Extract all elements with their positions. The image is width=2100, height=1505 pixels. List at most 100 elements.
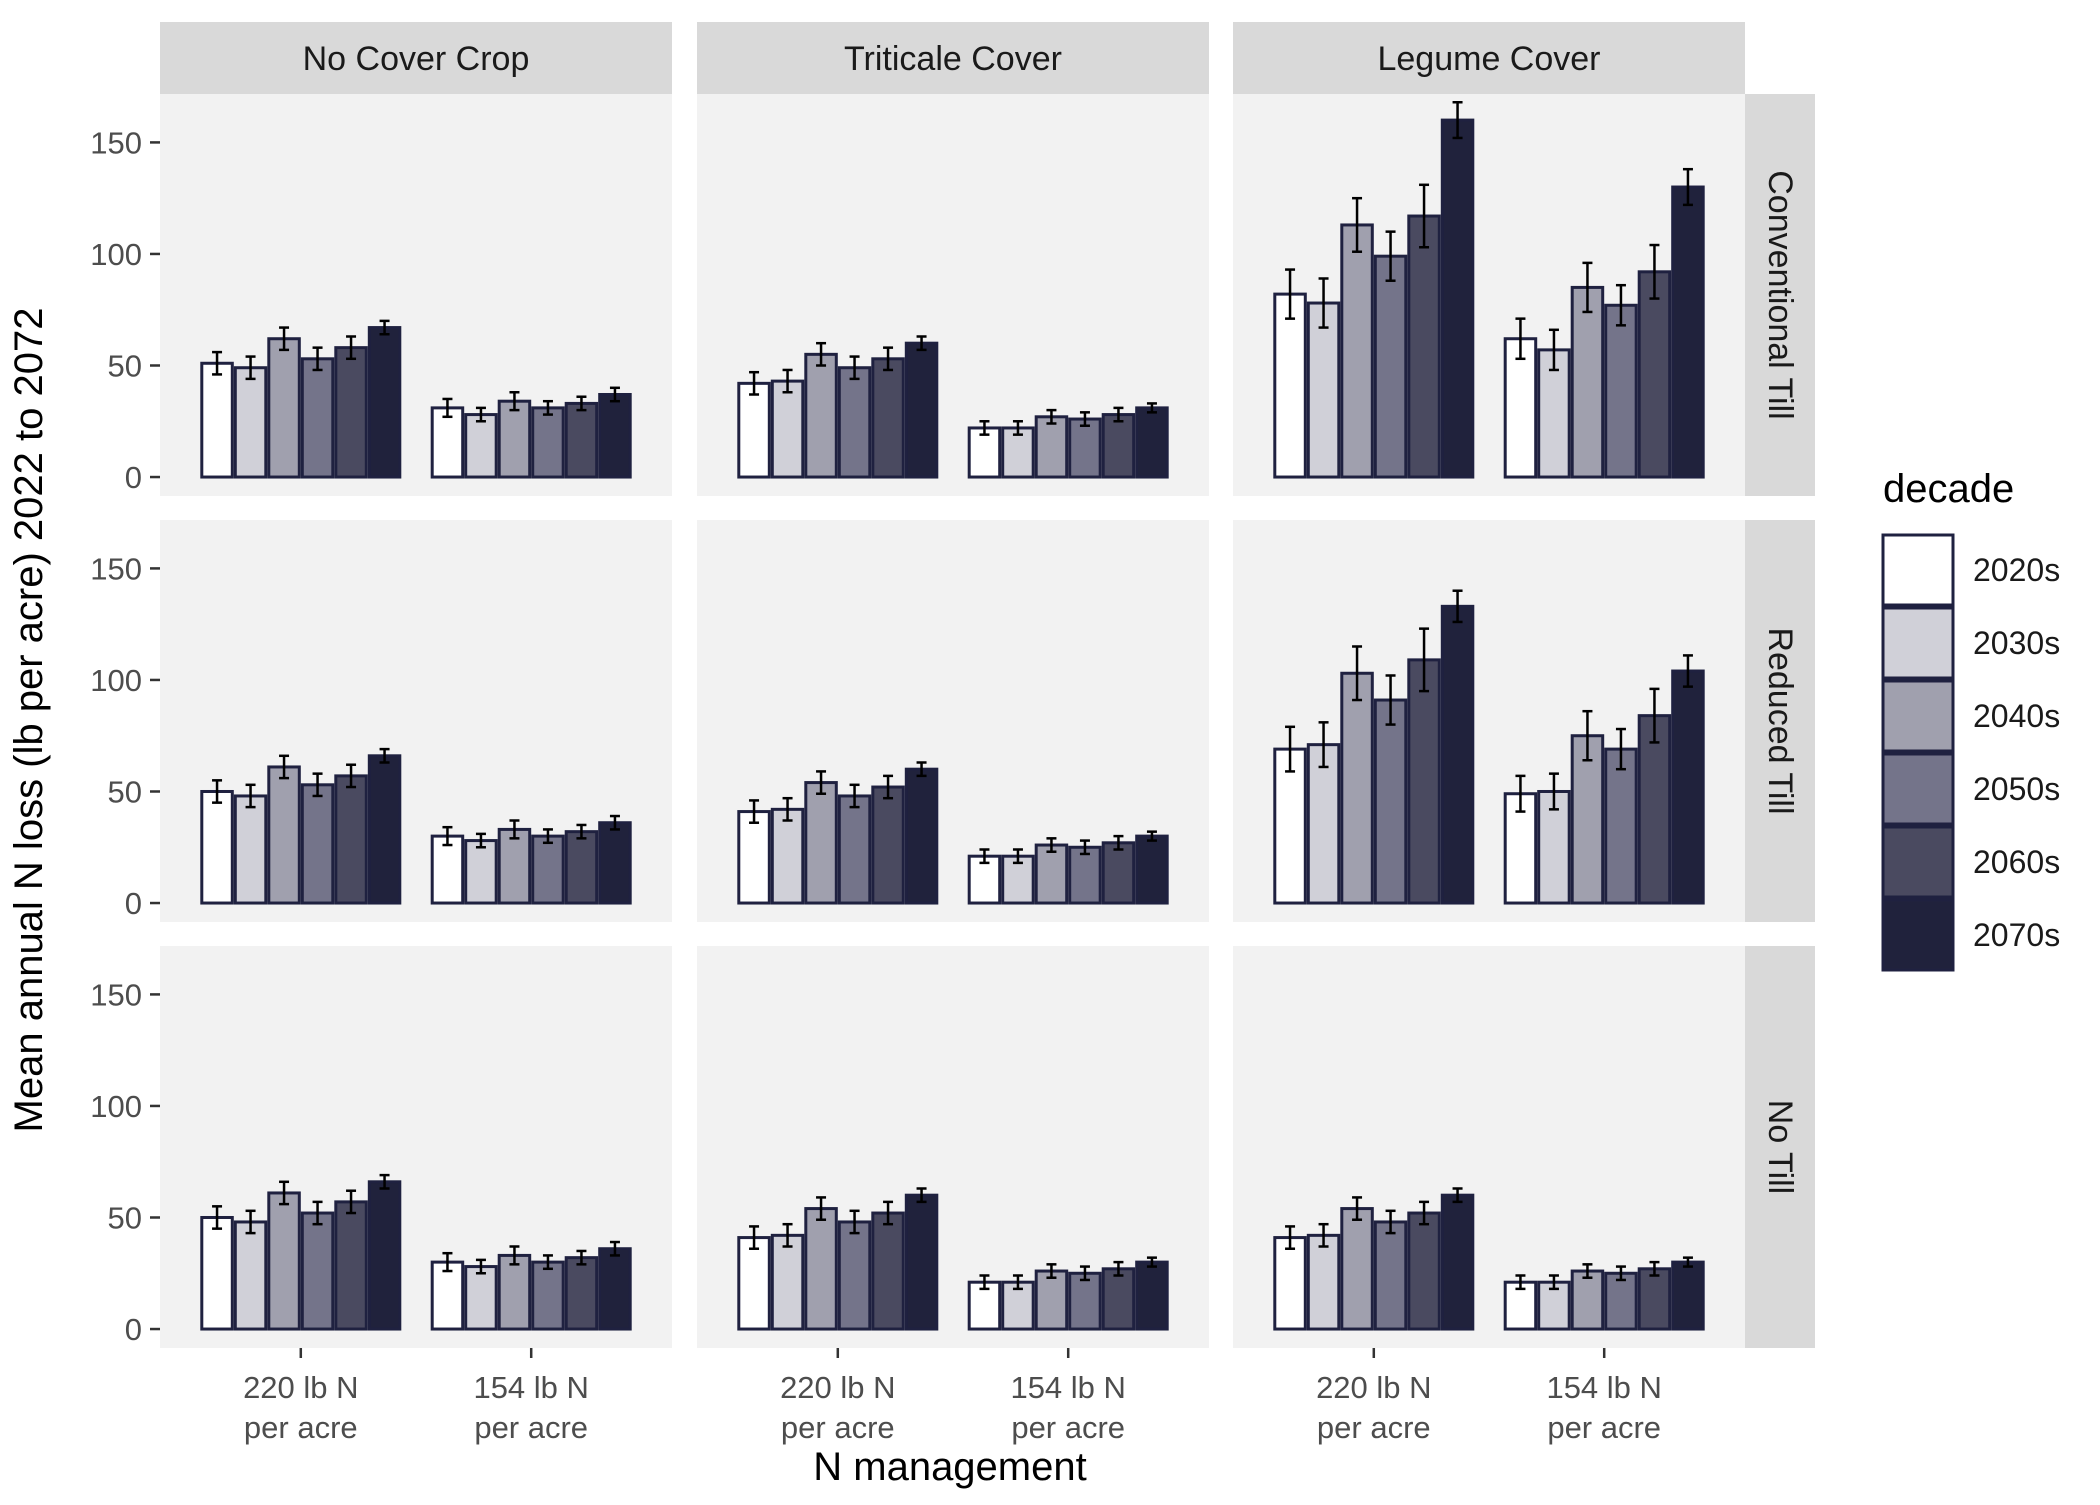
bar-reduced-till-legume-cover-2050s: [1604, 747, 1638, 905]
bar-no-till-triticale-cover-2020s: [737, 1236, 771, 1331]
bar-conventional-till-legume-cover-2050s: [1604, 303, 1638, 479]
bar-no-till-triticale-cover-2070s: [904, 1193, 939, 1331]
y-tick-label: 50: [108, 348, 142, 383]
bar-no-till-triticale-cover-2050s: [837, 1220, 872, 1331]
bar-no-till-no-cover-crop-2050s: [531, 1260, 565, 1331]
y-axis-title: Mean annual N loss (lb per acre) 2022 to…: [7, 308, 51, 1133]
x-tick-label: per acre: [781, 1410, 895, 1445]
col-strip-legume-cover: [1233, 22, 1745, 94]
row-strip-label-conventional-till: Conventional Till: [1761, 170, 1799, 419]
x-axis-title: N management: [813, 1445, 1086, 1489]
bar-no-till-legume-cover-2060s: [1407, 1211, 1441, 1331]
bar-conventional-till-legume-cover-2020s: [1503, 337, 1538, 479]
x-tick-label: 154 lb N: [1010, 1370, 1125, 1405]
bar-conventional-till-no-cover-crop-2060s: [564, 401, 599, 479]
bar-no-till-legume-cover-2060s: [1637, 1267, 1672, 1331]
bar-conventional-till-triticale-cover-2060s: [1101, 413, 1136, 479]
bar-reduced-till-no-cover-crop-2060s: [334, 774, 368, 905]
bar-no-till-no-cover-crop-2030s: [464, 1265, 498, 1331]
bar-no-till-triticale-cover-2040s: [1034, 1269, 1069, 1331]
bar-no-till-no-cover-crop-2050s: [300, 1211, 335, 1331]
bar-no-till-legume-cover-2050s: [1604, 1271, 1638, 1331]
panel-backgrounds: [160, 94, 1745, 1348]
x-tick-label: per acre: [1547, 1410, 1661, 1445]
bar-reduced-till-legume-cover-2060s: [1407, 658, 1441, 905]
x-tick-label: per acre: [474, 1410, 588, 1445]
bar-reduced-till-legume-cover-2070s: [1671, 669, 1705, 905]
bar-reduced-till-no-cover-crop-2040s: [497, 827, 532, 905]
bar-conventional-till-no-cover-crop-2070s: [598, 392, 632, 479]
bar-conventional-till-no-cover-crop-2020s: [430, 406, 465, 479]
bar-reduced-till-triticale-cover-2040s: [804, 781, 838, 905]
bar-no-till-legume-cover-2020s: [1273, 1236, 1307, 1331]
bar-reduced-till-no-cover-crop-2070s: [598, 821, 632, 905]
y-tick-label: 50: [108, 774, 142, 809]
legend-label-2050s: 2050s: [1973, 771, 2060, 807]
bar-no-till-no-cover-crop-2060s: [564, 1256, 599, 1331]
bar-reduced-till-no-cover-crop-2050s: [531, 834, 565, 905]
legend-key-2060s: [1881, 825, 1955, 899]
bar-conventional-till-legume-cover-2070s: [1440, 118, 1475, 479]
bar-no-till-legume-cover-2050s: [1373, 1220, 1408, 1331]
y-tick-label: 150: [90, 977, 142, 1012]
bar-reduced-till-triticale-cover-2020s: [737, 810, 771, 905]
bar-conventional-till-no-cover-crop-2030s: [233, 366, 268, 479]
bar-reduced-till-triticale-cover-2050s: [837, 794, 872, 905]
bar-reduced-till-triticale-cover-2070s: [904, 767, 939, 905]
y-tick-label: 50: [108, 1200, 142, 1235]
bar-reduced-till-triticale-cover-2040s: [1034, 843, 1069, 905]
bar-reduced-till-no-cover-crop-2070s: [367, 754, 402, 905]
bar-reduced-till-no-cover-crop-2050s: [300, 783, 335, 905]
bar-conventional-till-legume-cover-2070s: [1671, 185, 1705, 479]
col-strip-label-triticale-cover: Triticale Cover: [844, 40, 1062, 78]
bar-no-till-no-cover-crop-2020s: [200, 1215, 234, 1331]
bar-conventional-till-legume-cover-2060s: [1637, 270, 1672, 479]
x-tick-label: 154 lb N: [473, 1370, 588, 1405]
bar-conventional-till-legume-cover-2040s: [1570, 285, 1605, 479]
x-tick-label: per acre: [1317, 1410, 1431, 1445]
legend-key-2040s: [1881, 679, 1955, 753]
y-tick-label: 100: [90, 663, 142, 698]
bar-conventional-till-triticale-cover-2040s: [1034, 415, 1069, 479]
bar-conventional-till-legume-cover-2040s: [1340, 223, 1374, 479]
bar-conventional-till-triticale-cover-2070s: [1135, 406, 1169, 479]
bars: [200, 118, 1705, 1331]
bar-conventional-till-no-cover-crop-2040s: [267, 337, 301, 479]
col-strip-label-no-cover-crop: No Cover Crop: [303, 40, 530, 78]
bar-no-till-no-cover-crop-2040s: [267, 1191, 301, 1331]
bar-reduced-till-legume-cover-2040s: [1340, 671, 1374, 905]
bar-conventional-till-no-cover-crop-2070s: [367, 326, 402, 479]
legend-key-2030s: [1881, 606, 1955, 680]
x-tick-label: 220 lb N: [1316, 1370, 1431, 1405]
bar-conventional-till-triticale-cover-2050s: [837, 366, 872, 479]
bar-conventional-till-no-cover-crop-2040s: [497, 399, 532, 479]
bar-no-till-legume-cover-2070s: [1671, 1260, 1705, 1331]
bar-no-till-no-cover-crop-2070s: [598, 1247, 632, 1331]
row-strip-reduced-till: [1745, 520, 1815, 922]
y-tick-label: 150: [90, 125, 142, 160]
x-tick-label: 154 lb N: [1546, 1370, 1661, 1405]
y-tick-label: 100: [90, 237, 142, 272]
bar-conventional-till-no-cover-crop-2030s: [464, 413, 498, 479]
bar-reduced-till-no-cover-crop-2060s: [564, 830, 599, 905]
legend-title: decade: [1883, 467, 2014, 511]
bar-reduced-till-no-cover-crop-2040s: [267, 765, 301, 905]
y-tick-label: 100: [90, 1089, 142, 1124]
bar-reduced-till-triticale-cover-2060s: [871, 785, 905, 905]
bar-no-till-triticale-cover-2050s: [1068, 1271, 1102, 1331]
bar-no-till-legume-cover-2070s: [1440, 1193, 1475, 1331]
x-tick-label: per acre: [244, 1410, 358, 1445]
y-tick-label: 150: [90, 551, 142, 586]
bar-no-till-no-cover-crop-2020s: [430, 1260, 465, 1331]
bar-reduced-till-legume-cover-2070s: [1440, 604, 1475, 905]
legend-label-2030s: 2030s: [1973, 625, 2060, 661]
bar-reduced-till-triticale-cover-2070s: [1135, 834, 1169, 905]
legend-key-2050s: [1881, 752, 1955, 826]
bar-no-till-no-cover-crop-2030s: [233, 1220, 268, 1331]
bar-reduced-till-triticale-cover-2050s: [1068, 845, 1102, 905]
bar-reduced-till-legume-cover-2020s: [1273, 747, 1307, 905]
bar-reduced-till-no-cover-crop-2020s: [430, 834, 465, 905]
y-tick-label: 0: [125, 1312, 142, 1347]
